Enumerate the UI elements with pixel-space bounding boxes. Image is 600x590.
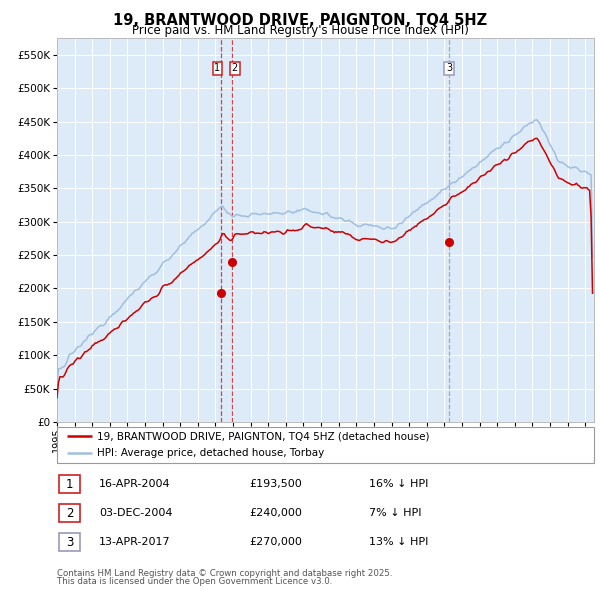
Text: This data is licensed under the Open Government Licence v3.0.: This data is licensed under the Open Gov… [57,578,332,586]
Text: 16% ↓ HPI: 16% ↓ HPI [369,480,428,489]
Text: 2: 2 [66,507,73,520]
Text: 1: 1 [214,63,220,73]
Text: 16-APR-2004: 16-APR-2004 [99,480,170,489]
FancyBboxPatch shape [57,427,594,463]
Text: £193,500: £193,500 [249,480,302,489]
Text: 13-APR-2017: 13-APR-2017 [99,537,170,547]
Text: 19, BRANTWOOD DRIVE, PAIGNTON, TQ4 5HZ (detached house): 19, BRANTWOOD DRIVE, PAIGNTON, TQ4 5HZ (… [97,431,430,441]
Text: 7% ↓ HPI: 7% ↓ HPI [369,509,421,518]
Text: £270,000: £270,000 [249,537,302,547]
Text: Price paid vs. HM Land Registry's House Price Index (HPI): Price paid vs. HM Land Registry's House … [131,24,469,37]
Text: £240,000: £240,000 [249,509,302,518]
FancyBboxPatch shape [59,533,80,551]
Text: HPI: Average price, detached house, Torbay: HPI: Average price, detached house, Torb… [97,448,325,458]
Text: 03-DEC-2004: 03-DEC-2004 [99,509,173,518]
Text: 3: 3 [66,536,73,549]
Text: 2: 2 [232,63,238,73]
Text: Contains HM Land Registry data © Crown copyright and database right 2025.: Contains HM Land Registry data © Crown c… [57,569,392,578]
FancyBboxPatch shape [59,504,80,522]
Text: 3: 3 [446,63,452,73]
Text: 19, BRANTWOOD DRIVE, PAIGNTON, TQ4 5HZ: 19, BRANTWOOD DRIVE, PAIGNTON, TQ4 5HZ [113,13,487,28]
Text: 1: 1 [66,478,73,491]
Text: 13% ↓ HPI: 13% ↓ HPI [369,537,428,547]
FancyBboxPatch shape [59,476,80,493]
